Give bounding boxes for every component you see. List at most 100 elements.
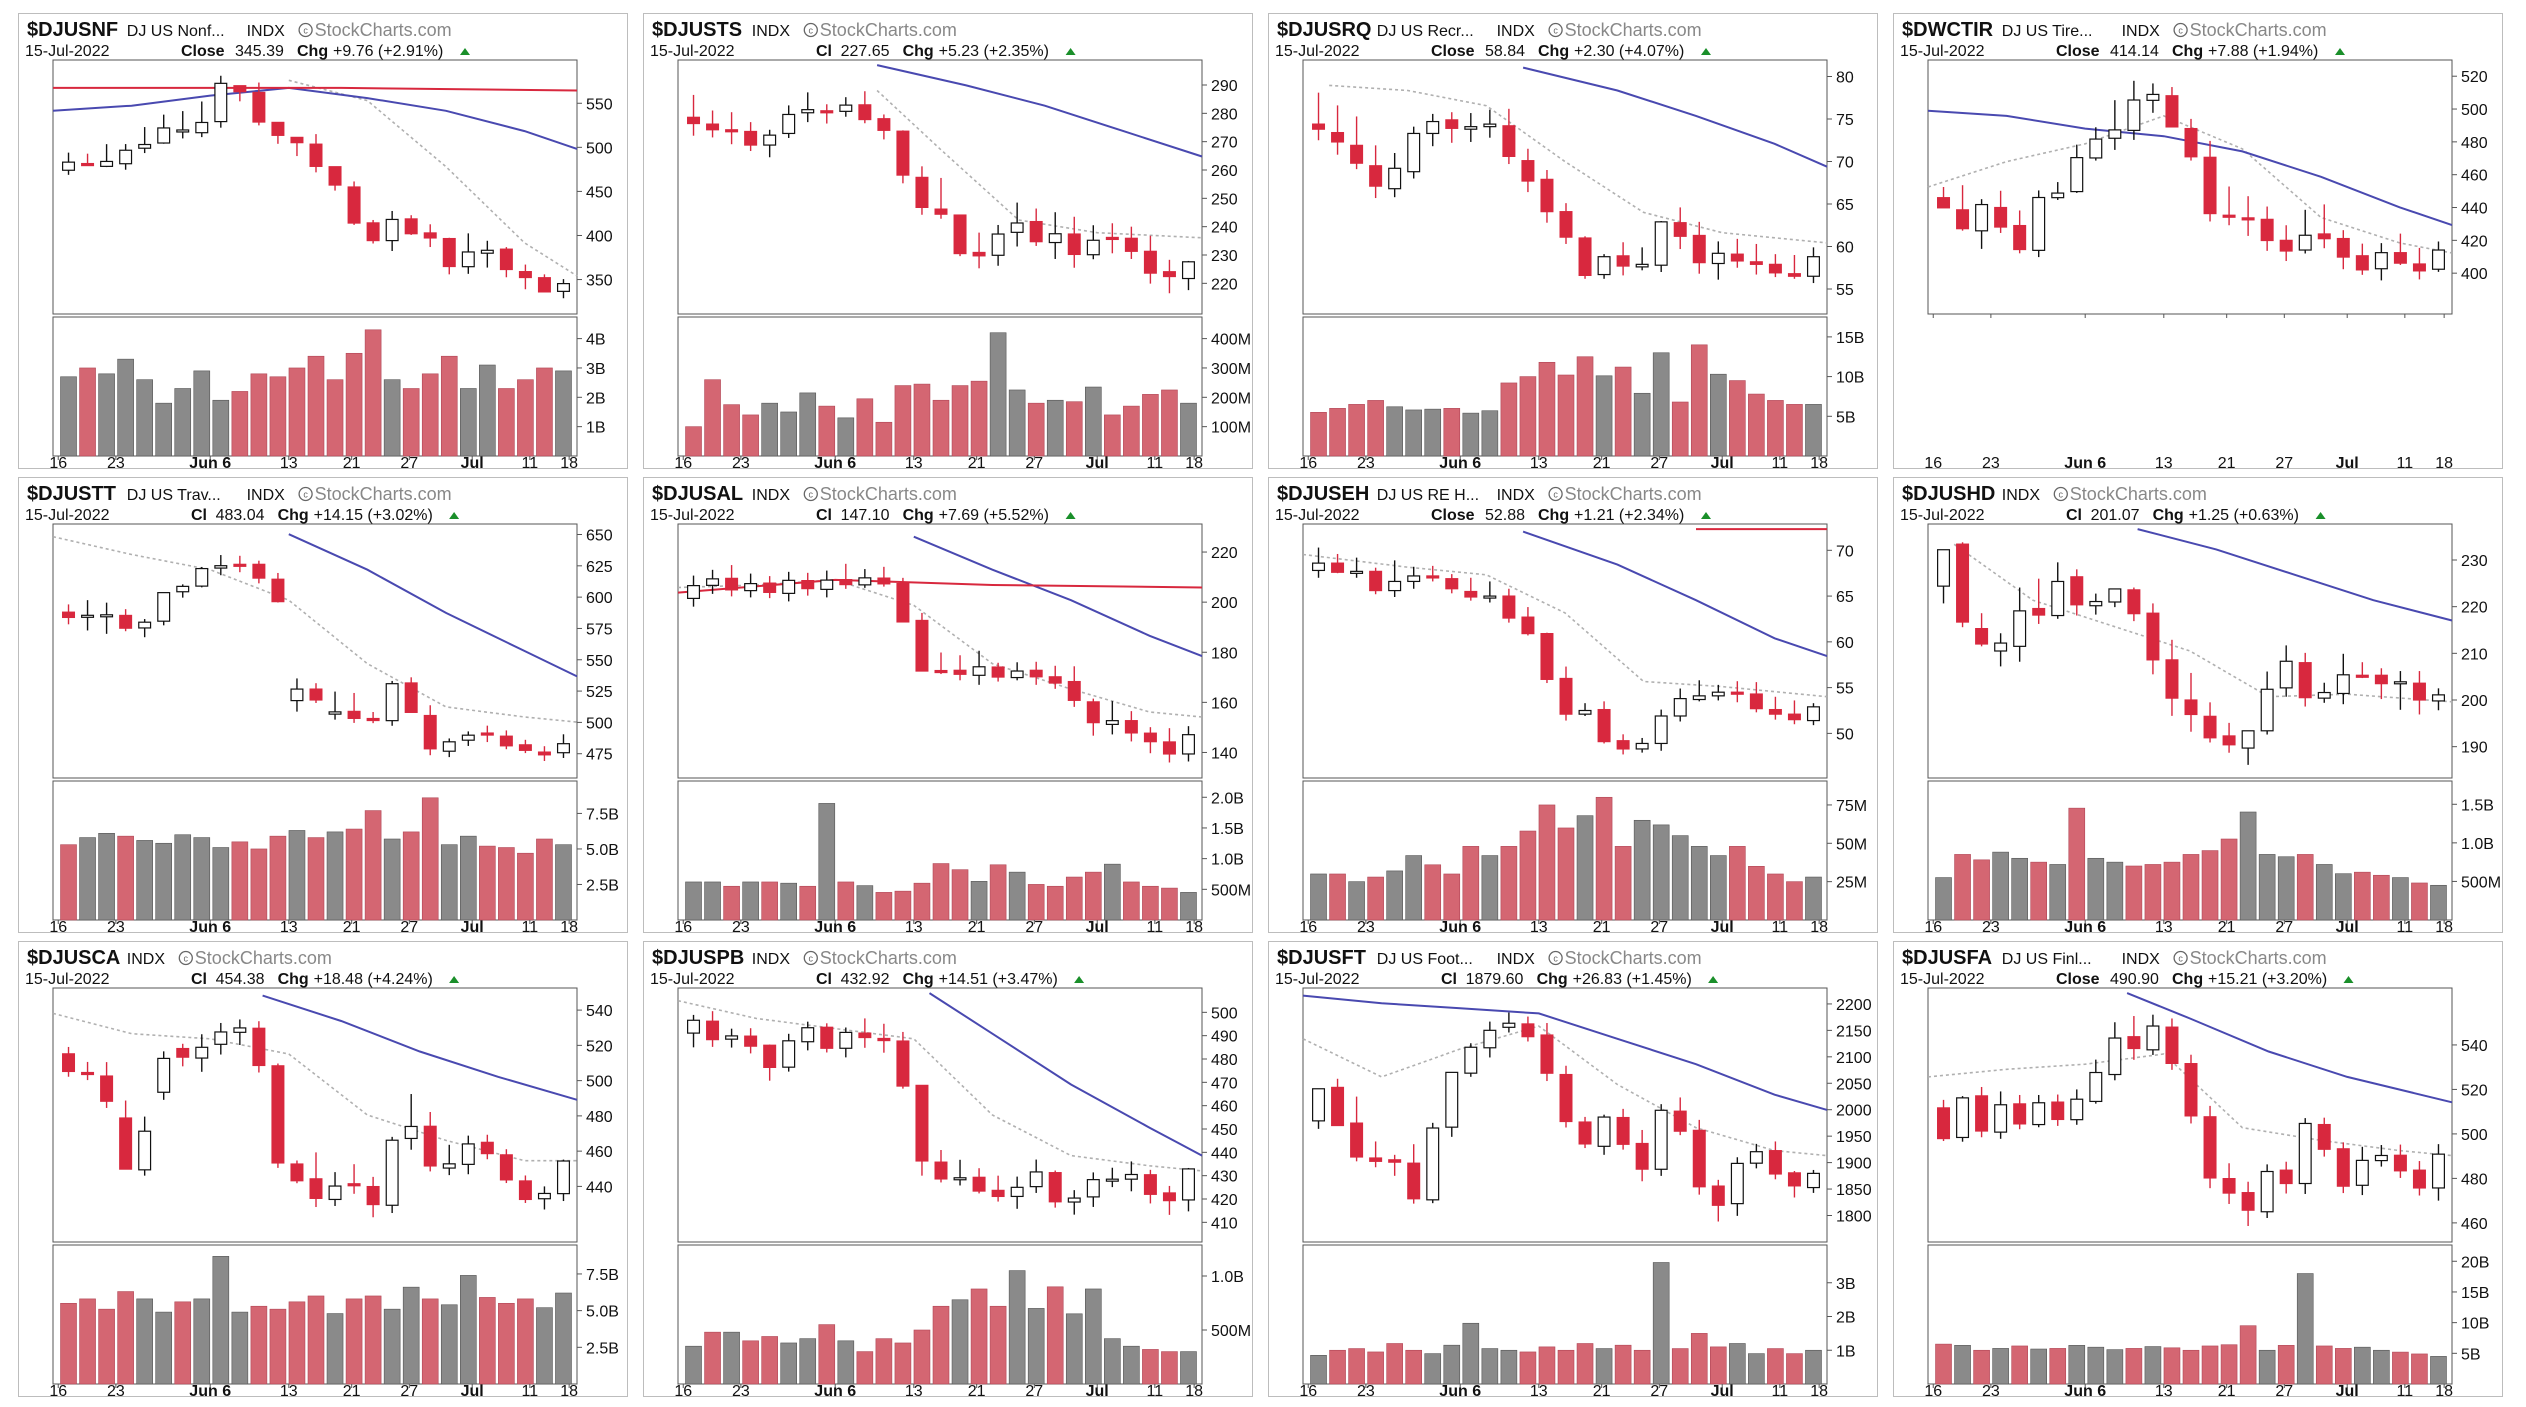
volume-bar xyxy=(685,426,702,457)
x-tick-label: 13 xyxy=(905,1383,923,1398)
candle xyxy=(1578,237,1592,277)
chart-panel-djusca[interactable]: $DJUSCA INDX c StockCharts.com 15-Jul-2022 Cl… xyxy=(18,941,628,1398)
y-tick-label: 550 xyxy=(586,96,613,113)
candle xyxy=(706,123,720,131)
y-tick-label: 430 xyxy=(1211,1169,1238,1186)
candle xyxy=(1086,701,1100,724)
x-tick-label: 21 xyxy=(1593,919,1611,934)
volume-bar xyxy=(1123,405,1140,457)
candle xyxy=(366,717,380,722)
candle xyxy=(2165,1026,2179,1064)
copyright-icon-glyph: c xyxy=(1553,954,1558,964)
chart-djushd: $DJUSHD INDX c StockCharts.com 15-Jul-2022 Cl… xyxy=(1900,483,2501,934)
candle xyxy=(2336,674,2350,695)
chart-panel-djuseh[interactable]: $DJUSEH DJ US RE H... INDX c StockCharts.com… xyxy=(1268,477,1878,934)
x-tick-label: 27 xyxy=(1025,1383,1043,1398)
candle xyxy=(2089,600,2103,607)
x-tick-label: 23 xyxy=(1357,455,1375,470)
candle xyxy=(385,683,399,722)
x-tick-label: 21 xyxy=(968,919,986,934)
candle xyxy=(991,666,1005,678)
candle xyxy=(157,1057,171,1093)
candle xyxy=(480,732,494,736)
candle xyxy=(1143,732,1157,743)
candle xyxy=(953,669,967,675)
x-tick-label: 18 xyxy=(2435,1383,2453,1398)
candle xyxy=(233,563,247,567)
volume-bar xyxy=(2144,864,2162,921)
candle xyxy=(499,1154,513,1181)
close-value: 147.10 xyxy=(841,507,890,524)
x-tick-label: 27 xyxy=(2275,919,2293,934)
x-tick-label: 11 xyxy=(1147,919,1164,934)
volume-bar xyxy=(894,1342,912,1385)
volume-bar xyxy=(1443,1344,1461,1385)
x-tick-label: 18 xyxy=(1185,455,1203,470)
x-tick-label: 11 xyxy=(1772,1383,1789,1398)
chart-panel-djusrq[interactable]: $DJUSRQ DJ US Recr... INDX c StockCharts.com… xyxy=(1268,13,1878,470)
close-label: Cl xyxy=(191,971,207,988)
close-label: Cl xyxy=(2066,507,2082,524)
volume-bar xyxy=(1161,887,1178,921)
chart-panel-djusfa[interactable]: $DJUSFA DJ US Finl... INDX c StockCharts.com… xyxy=(1893,941,2503,1398)
volume-bar xyxy=(1576,1343,1594,1385)
volume-bar xyxy=(818,1324,836,1385)
chart-panel-djushd[interactable]: $DJUSHD INDX c StockCharts.com 15-Jul-2022 Cl… xyxy=(1893,477,2503,934)
candle xyxy=(271,121,285,136)
candle xyxy=(404,1125,418,1140)
chart-panel-djusft[interactable]: $DJUSFT DJ US Foot... INDX c StockCharts.com… xyxy=(1268,941,1878,1398)
volume-bar xyxy=(1329,873,1346,921)
volume-bar xyxy=(799,392,817,457)
volume-bar xyxy=(193,370,211,457)
x-tick-label: 21 xyxy=(2218,1383,2236,1398)
candle xyxy=(2108,588,2122,603)
x-tick-label: Jun 6 xyxy=(1439,1383,1481,1398)
y-tick-label: 500 xyxy=(2461,1127,2488,1144)
x-tick-label: 13 xyxy=(1530,455,1548,470)
volume-bar xyxy=(498,388,515,457)
volume-bar xyxy=(421,797,439,921)
x-tick-label: 16 xyxy=(49,1383,67,1398)
volume-bar xyxy=(1386,406,1403,457)
candle xyxy=(1994,642,2008,652)
candle xyxy=(309,143,323,167)
vol-tick-label: 50M xyxy=(1836,836,1867,853)
volume-bar xyxy=(364,329,382,457)
volume-bar xyxy=(1519,376,1537,457)
volume-bar xyxy=(2277,856,2295,921)
chart-name: DJ US Foot... xyxy=(1377,951,1473,968)
x-tick-label: 16 xyxy=(674,919,692,934)
x-tick-label: 18 xyxy=(1185,919,1203,934)
y-tick-label: 550 xyxy=(586,653,613,670)
candle xyxy=(2127,1036,2141,1050)
chart-panel-djusnf[interactable]: $DJUSNF DJ US Nonf... INDX c StockCharts.com… xyxy=(18,13,628,470)
vol-tick-label: 75M xyxy=(1836,798,1867,815)
volume-bar xyxy=(875,1338,893,1385)
x-tick-label: Jun 6 xyxy=(814,919,856,934)
volume-bar xyxy=(79,367,96,457)
chart-panel-djuspb[interactable]: $DJUSPB INDX c StockCharts.com 15-Jul-2022 Cl… xyxy=(643,941,1253,1398)
candle xyxy=(2298,1122,2312,1185)
candle xyxy=(518,744,532,751)
y-tick-label: 350 xyxy=(586,273,613,290)
chg-label: Chg xyxy=(297,43,328,60)
candle xyxy=(1029,220,1043,243)
candle xyxy=(782,579,796,594)
candle xyxy=(2184,699,2198,716)
up-arrow-icon xyxy=(2335,48,2345,55)
chart-panel-djusal[interactable]: $DJUSAL INDX c StockCharts.com 15-Jul-2022 Cl… xyxy=(643,477,1253,934)
copyright-icon xyxy=(1548,486,1563,502)
x-tick-label: 13 xyxy=(2155,1383,2173,1398)
moving-average-short xyxy=(677,999,1203,1172)
y-tick-label: 400 xyxy=(586,228,613,245)
chart-panel-djustt[interactable]: $DJUSTT DJ US Trav... INDX c StockCharts.com… xyxy=(18,477,628,934)
chart-panel-djusts[interactable]: $DJUSTS INDX c StockCharts.com 15-Jul-2022 Cl… xyxy=(643,13,1253,470)
close-label: Close xyxy=(2056,971,2100,988)
chart-symbol: $DJUSAL xyxy=(652,483,743,505)
price-pane-frame xyxy=(677,523,1203,779)
vol-tick-label: 300M xyxy=(1211,361,1251,378)
chart-symbol: $DJUSFT xyxy=(1277,947,1366,969)
chart-panel-dwctir[interactable]: $DWCTIR DJ US Tire... INDX c StockCharts.com… xyxy=(1893,13,2503,470)
copyright-icon-glyph: c xyxy=(2059,490,2064,500)
x-tick-label: Jul xyxy=(1711,1383,1734,1398)
